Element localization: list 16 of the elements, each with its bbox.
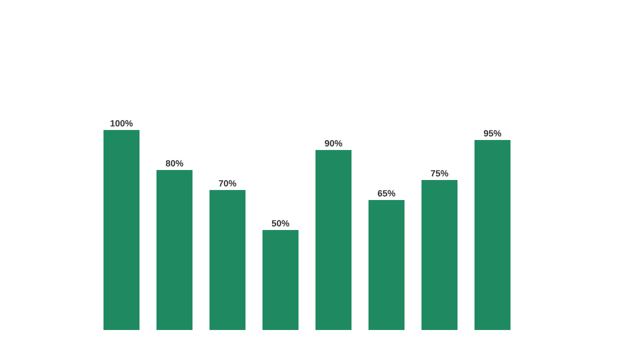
data-label: 80% [166,160,184,166]
data-label: 75% [430,170,448,176]
data-label: 95% [484,130,502,136]
bar [474,140,511,330]
data-label: 100% [110,120,133,126]
bar [104,130,140,330]
bar [368,200,405,330]
data-label: 90% [324,140,342,146]
bar [422,180,458,330]
bar [316,150,352,330]
data-label: 70% [218,180,236,186]
data-label: 50% [272,220,290,226]
bar [262,230,298,330]
data-label: 65% [378,190,396,196]
bar [156,170,192,330]
bar [210,190,246,330]
